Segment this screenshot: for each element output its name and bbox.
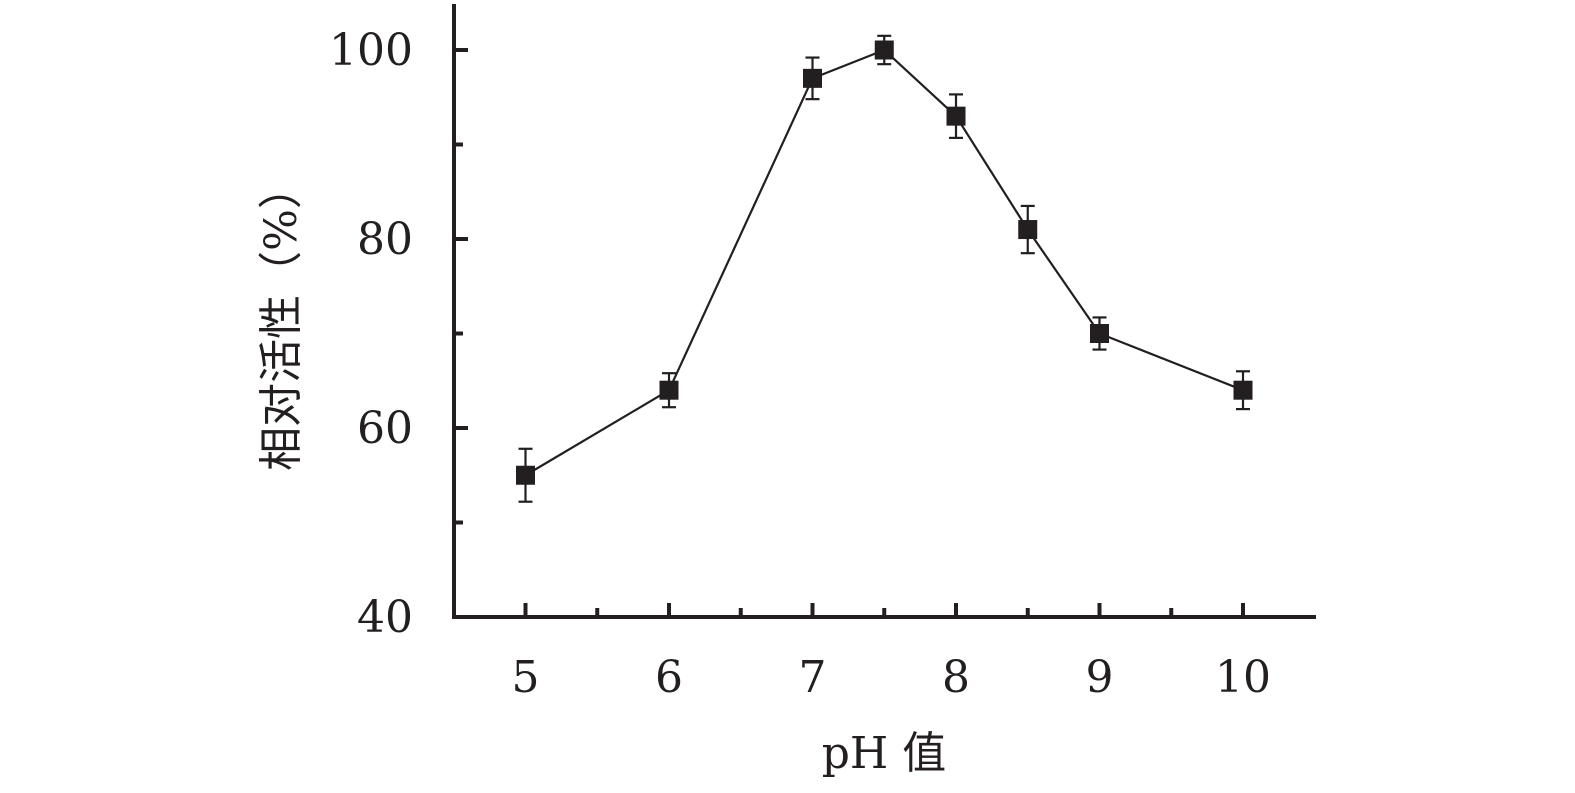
data-point xyxy=(516,465,535,485)
data-point xyxy=(659,380,679,400)
x-tick-label: 5 xyxy=(512,652,540,703)
x-tick-label: 8 xyxy=(942,652,970,703)
x-tick-label: 10 xyxy=(1215,652,1271,703)
series-line xyxy=(524,48,1244,477)
axes xyxy=(452,4,1316,619)
y-tick-label: 60 xyxy=(357,403,413,454)
axis-ticks xyxy=(454,48,1245,617)
x-tick-label: 7 xyxy=(799,652,827,703)
x-tick-label: 9 xyxy=(1086,652,1114,703)
y-tick-label: 100 xyxy=(329,25,413,76)
data-point xyxy=(1090,324,1109,343)
data-point xyxy=(803,68,822,88)
y-tick-label: 80 xyxy=(357,214,413,265)
x-axis-title: pH 值 xyxy=(822,728,947,779)
data-point xyxy=(946,106,966,126)
x-tick-label: 6 xyxy=(655,652,683,703)
data-point xyxy=(1018,220,1038,240)
data-point xyxy=(874,40,894,60)
data-point xyxy=(1233,380,1253,400)
y-axis-title: 相对活性（%） xyxy=(256,165,307,471)
tick-labels: 5 6 7 8 9 10 40 60 80 100 xyxy=(329,25,1271,703)
y-tick-label: 40 xyxy=(357,592,413,643)
plot-area xyxy=(516,34,1253,503)
